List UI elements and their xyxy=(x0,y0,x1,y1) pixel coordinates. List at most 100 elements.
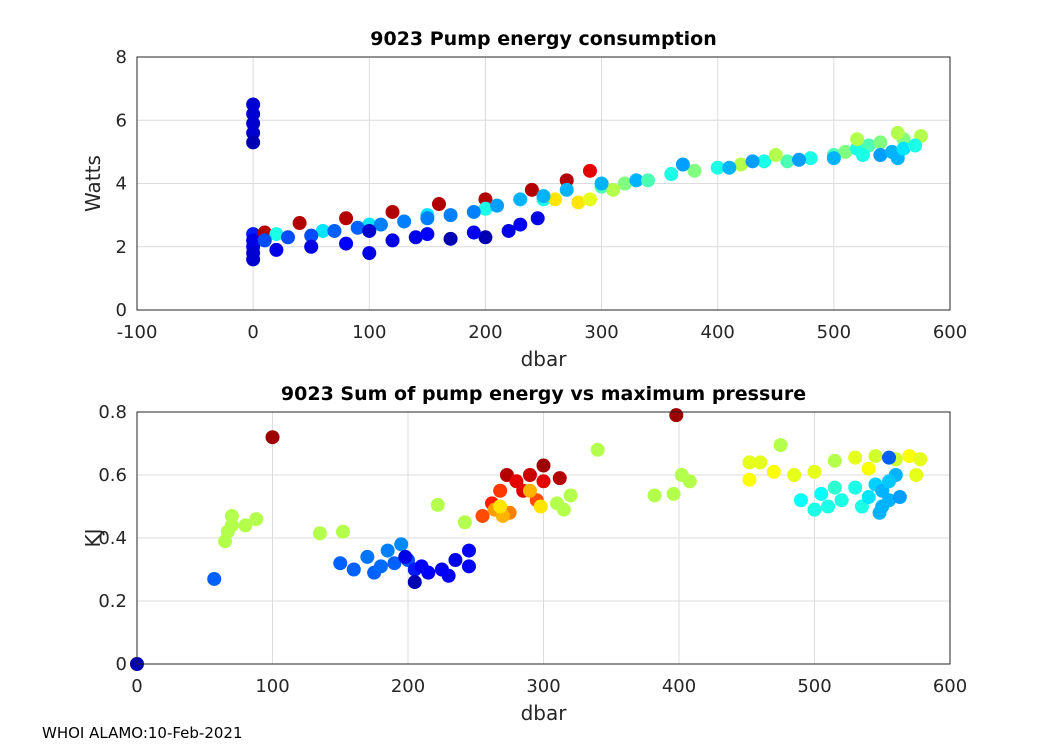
data-point xyxy=(350,220,365,235)
footer-credit: WHOI ALAMO:10-Feb-2021 xyxy=(42,724,243,742)
data-point xyxy=(861,461,876,476)
data-point xyxy=(629,173,644,188)
data-point xyxy=(315,223,330,238)
data-point xyxy=(246,252,261,267)
data-point xyxy=(533,499,548,514)
axes-box xyxy=(136,56,951,311)
x-tick-label: 200 xyxy=(468,322,502,343)
data-point xyxy=(457,515,472,530)
data-point xyxy=(478,230,493,245)
data-point xyxy=(552,471,567,486)
data-point xyxy=(398,549,413,564)
data-point xyxy=(475,508,490,523)
data-point xyxy=(814,486,829,501)
data-point xyxy=(407,575,422,590)
data-point xyxy=(257,233,272,248)
data-point xyxy=(826,151,841,166)
data-point xyxy=(362,246,377,261)
y-tick-label: 8 xyxy=(116,47,127,68)
data-point xyxy=(246,135,261,150)
x-tick-label: 0 xyxy=(247,322,258,343)
data-point xyxy=(280,230,295,245)
data-point xyxy=(559,182,574,197)
data-point xyxy=(753,455,768,470)
data-point xyxy=(582,192,597,207)
data-point xyxy=(861,490,876,505)
data-point xyxy=(793,493,808,508)
x-axis-label: dbar xyxy=(521,347,568,371)
data-point xyxy=(269,242,284,257)
data-point xyxy=(902,449,917,464)
data-point xyxy=(590,442,605,457)
chart-2: 0 100 200 300 400 500 600 0 0.2 0.4 0.6 0.8 9023 Sum… xyxy=(81,383,967,725)
data-point xyxy=(773,438,788,453)
data-point xyxy=(882,493,897,508)
data-point xyxy=(787,468,802,482)
data-point xyxy=(682,474,697,489)
data-point xyxy=(807,464,822,479)
data-point xyxy=(873,135,888,150)
data-point xyxy=(339,236,354,251)
data-point xyxy=(792,152,807,167)
data-point xyxy=(478,201,493,216)
data-point xyxy=(530,211,545,226)
x-tick-label: 400 xyxy=(701,322,735,343)
data-point xyxy=(524,182,539,197)
y-tick-label: 0.4 xyxy=(98,528,127,549)
data-point xyxy=(394,537,409,552)
data-point xyxy=(710,160,725,175)
data-point xyxy=(563,488,578,503)
chart-title: 9023 Sum of pump energy vs maximum press… xyxy=(281,383,806,405)
data-point xyxy=(872,505,887,520)
data-point xyxy=(896,141,911,156)
data-point xyxy=(571,195,586,210)
data-point xyxy=(513,192,528,207)
axes-box xyxy=(136,411,951,665)
data-point xyxy=(408,230,423,245)
data-point xyxy=(380,543,395,558)
data-point xyxy=(733,157,748,172)
data-point xyxy=(513,217,528,232)
data-point xyxy=(687,163,702,178)
data-point xyxy=(848,450,863,465)
data-point xyxy=(850,132,865,147)
x-tick-label: 600 xyxy=(933,676,967,697)
x-tick-label: 500 xyxy=(817,322,851,343)
data-point xyxy=(493,499,508,514)
data-point xyxy=(461,559,476,574)
data-point xyxy=(333,556,348,571)
data-point xyxy=(490,198,505,213)
data-point xyxy=(448,553,463,568)
data-point xyxy=(821,499,836,514)
data-point xyxy=(420,211,435,226)
x-tick-label: 500 xyxy=(797,676,831,697)
data-point xyxy=(641,173,656,188)
data-point xyxy=(536,189,551,204)
data-point xyxy=(745,154,760,169)
x-tick-label: 400 xyxy=(662,676,696,697)
data-point xyxy=(766,464,781,479)
data-point xyxy=(669,408,684,423)
data-point xyxy=(522,468,537,482)
data-point xyxy=(430,497,445,512)
x-tick-label: 200 xyxy=(391,676,425,697)
data-point xyxy=(387,556,402,571)
x-tick-label: 100 xyxy=(255,676,289,697)
x-tick-label: 600 xyxy=(933,322,967,343)
data-point xyxy=(249,512,264,527)
data-point xyxy=(304,228,319,243)
data-point xyxy=(304,239,319,254)
y-tick-label: 0 xyxy=(116,654,127,675)
data-point xyxy=(664,167,679,182)
data-point xyxy=(461,543,476,558)
data-point xyxy=(827,480,842,495)
y-tick-label: 4 xyxy=(116,174,127,195)
data-point xyxy=(327,223,342,238)
data-point xyxy=(892,490,907,505)
data-point xyxy=(848,480,863,495)
data-point xyxy=(443,208,458,223)
y-tick-label: 2 xyxy=(116,237,127,258)
data-point xyxy=(606,182,621,197)
data-point xyxy=(373,217,388,232)
